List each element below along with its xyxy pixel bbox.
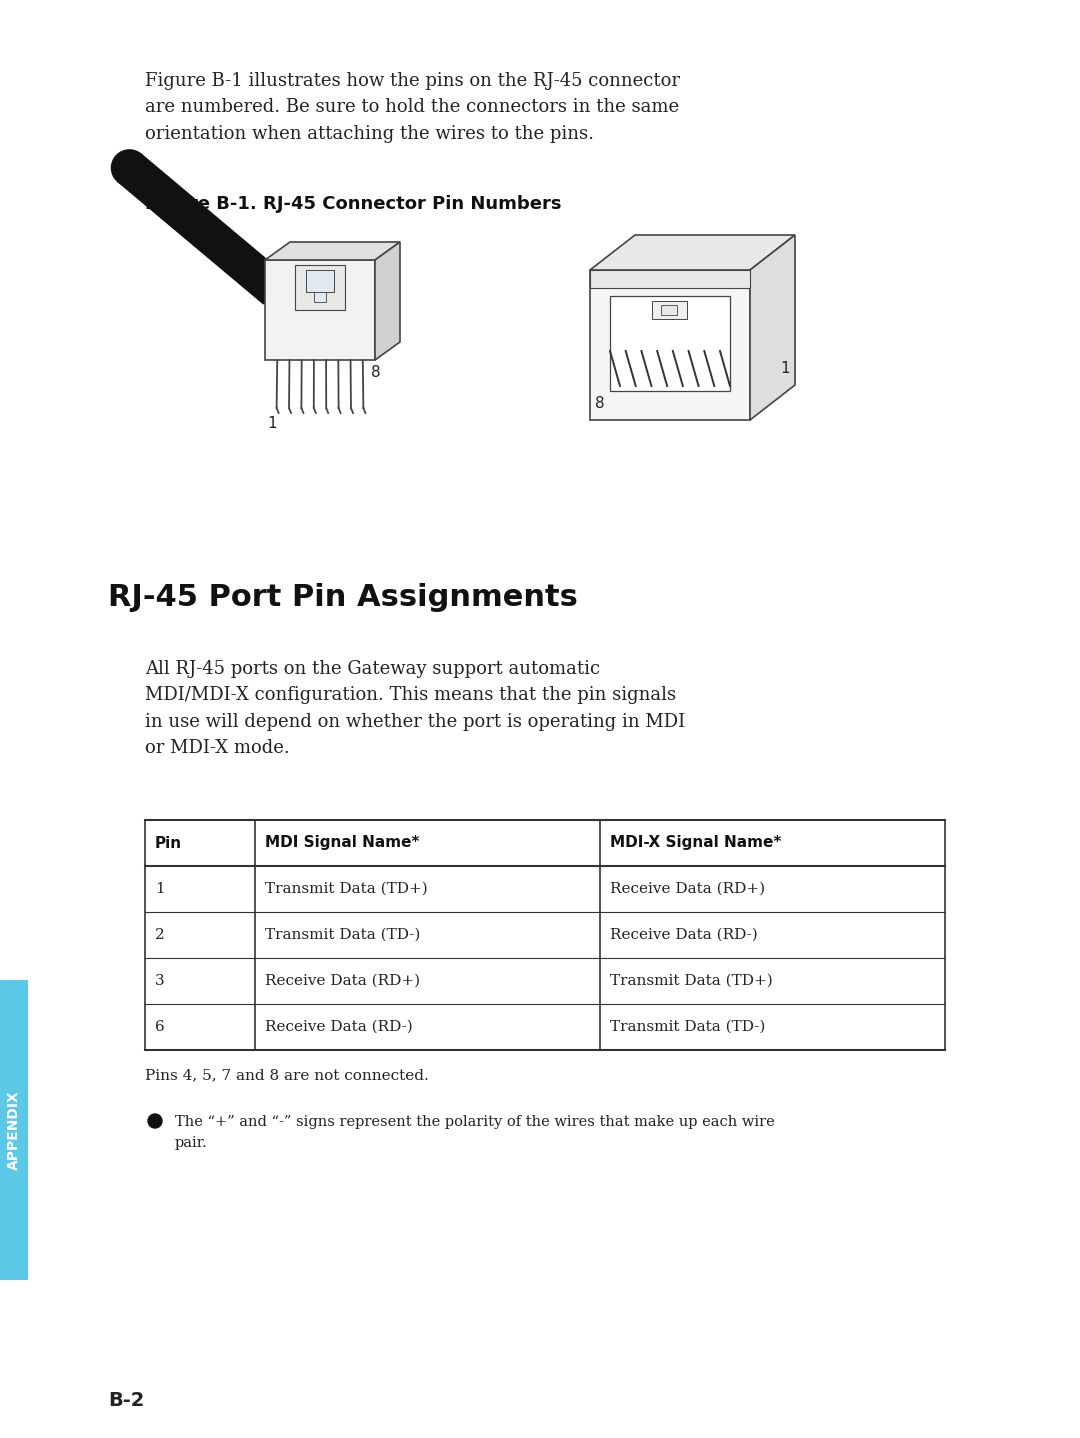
Text: 1: 1 <box>156 881 165 896</box>
Polygon shape <box>590 270 750 420</box>
Polygon shape <box>118 154 286 303</box>
Text: APPENDIX: APPENDIX <box>6 1090 21 1171</box>
Text: 1: 1 <box>268 416 278 431</box>
Text: Transmit Data (TD-): Transmit Data (TD-) <box>265 928 420 942</box>
Bar <box>145 820 945 1050</box>
Text: Receive Data (RD+): Receive Data (RD+) <box>265 974 420 988</box>
Polygon shape <box>661 305 677 315</box>
Text: MDI-X Signal Name*: MDI-X Signal Name* <box>610 835 781 850</box>
Polygon shape <box>590 234 795 270</box>
Text: 6: 6 <box>156 1020 165 1034</box>
Polygon shape <box>265 242 400 260</box>
Circle shape <box>111 150 148 186</box>
Text: MDI Signal Name*: MDI Signal Name* <box>265 835 419 850</box>
Polygon shape <box>610 296 730 391</box>
Text: B-2: B-2 <box>108 1391 145 1409</box>
Text: 3: 3 <box>156 974 164 988</box>
Text: The “+” and “-” signs represent the polarity of the wires that make up each wire: The “+” and “-” signs represent the pola… <box>175 1114 774 1149</box>
Text: RJ-45 Port Pin Assignments: RJ-45 Port Pin Assignments <box>108 582 578 613</box>
Polygon shape <box>652 301 687 319</box>
Polygon shape <box>750 234 795 420</box>
Text: Pins 4, 5, 7 and 8 are not connected.: Pins 4, 5, 7 and 8 are not connected. <box>145 1068 429 1081</box>
Text: All RJ-45 ports on the Gateway support automatic
MDI/MDI-X configuration. This m: All RJ-45 ports on the Gateway support a… <box>145 660 685 758</box>
Polygon shape <box>314 292 326 302</box>
Text: 1: 1 <box>780 361 789 375</box>
Text: Receive Data (RD+): Receive Data (RD+) <box>610 881 765 896</box>
Circle shape <box>148 1114 162 1127</box>
Bar <box>0 981 28 1280</box>
Text: Figure B-1 illustrates how the pins on the RJ-45 connector
are numbered. Be sure: Figure B-1 illustrates how the pins on t… <box>145 72 680 142</box>
Text: Receive Data (RD-): Receive Data (RD-) <box>610 928 758 942</box>
Text: Transmit Data (TD+): Transmit Data (TD+) <box>265 881 428 896</box>
Text: Figure B-1. RJ-45 Connector Pin Numbers: Figure B-1. RJ-45 Connector Pin Numbers <box>145 196 562 213</box>
Polygon shape <box>265 260 375 360</box>
Text: 8: 8 <box>595 395 605 411</box>
Text: 8: 8 <box>370 365 380 380</box>
Text: Transmit Data (TD+): Transmit Data (TD+) <box>610 974 773 988</box>
Text: 2: 2 <box>156 928 165 942</box>
Text: Transmit Data (TD-): Transmit Data (TD-) <box>610 1020 766 1034</box>
Polygon shape <box>590 270 750 288</box>
Text: Receive Data (RD-): Receive Data (RD-) <box>265 1020 413 1034</box>
Polygon shape <box>306 270 334 292</box>
Text: Pin: Pin <box>156 835 183 850</box>
Polygon shape <box>295 265 345 311</box>
Polygon shape <box>375 242 400 360</box>
